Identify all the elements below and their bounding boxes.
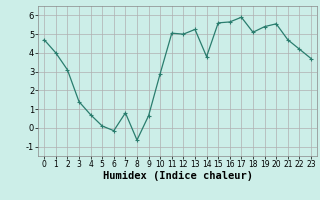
- X-axis label: Humidex (Indice chaleur): Humidex (Indice chaleur): [103, 171, 252, 181]
